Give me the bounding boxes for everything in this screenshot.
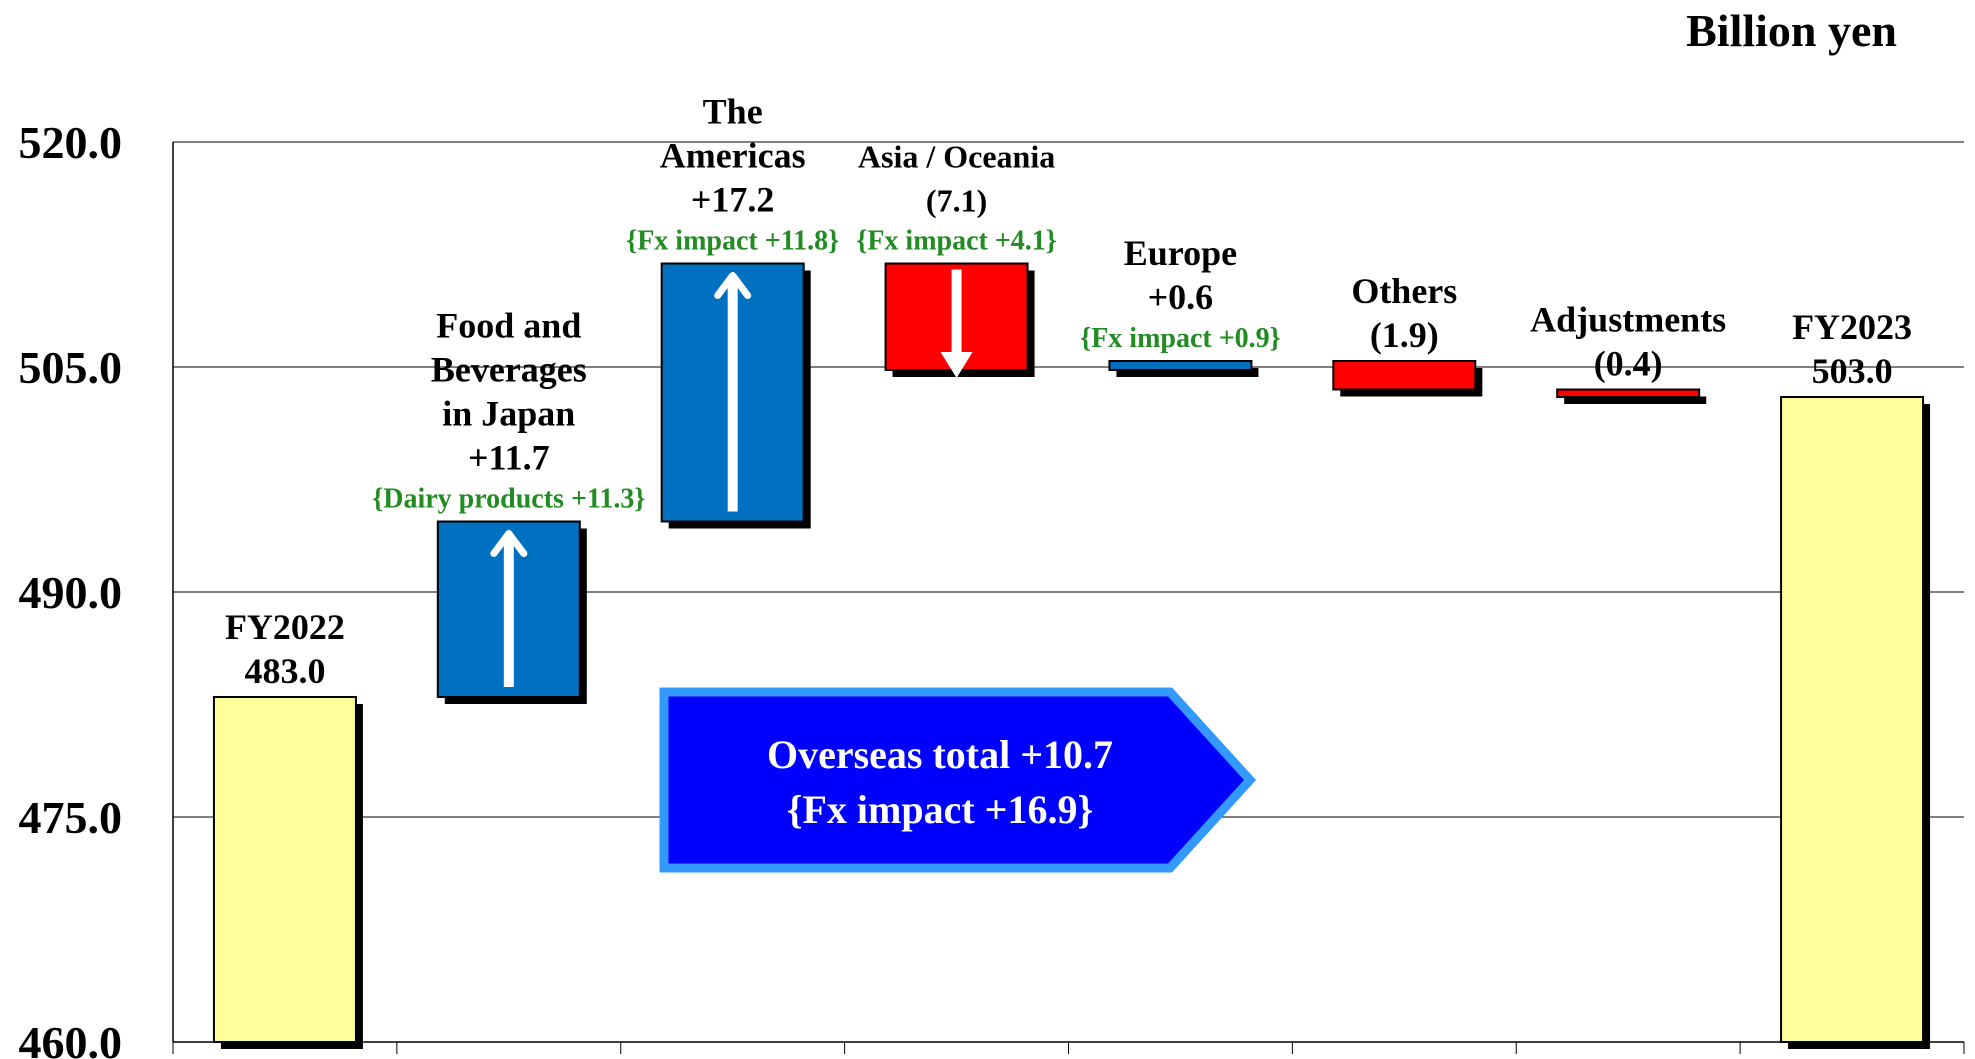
increase-arrow-head	[714, 272, 752, 299]
bar-label: FY2022	[225, 607, 345, 647]
bar-label: Food and	[436, 306, 581, 346]
y-tick-label: 490.0	[19, 567, 123, 618]
bar-label: Others	[1351, 271, 1457, 311]
bar	[1332, 360, 1477, 391]
bar	[1780, 396, 1925, 1043]
bar-label: +0.6	[1148, 277, 1214, 317]
bar-label: (0.4)	[1594, 344, 1663, 384]
bar-label: in Japan	[442, 394, 575, 434]
bar	[212, 696, 357, 1043]
bar-label: 503.0	[1812, 351, 1893, 391]
bar-label: Beverages	[431, 350, 587, 390]
bar-shadow	[1564, 396, 1707, 404]
bar-label: The	[703, 92, 763, 132]
y-tick-label: 520.0	[19, 117, 123, 168]
bar-label: (7.1)	[926, 183, 987, 219]
increase-arrow-head	[490, 530, 528, 557]
callout-line-1: Overseas total +10.7	[767, 732, 1113, 777]
y-tick-label: 460.0	[19, 1017, 123, 1059]
bar-label: Europe	[1124, 233, 1237, 273]
bar-label: +17.2	[691, 180, 775, 220]
bar-label: Asia / Oceania	[858, 139, 1055, 175]
bar-label: Adjustments	[1530, 300, 1726, 340]
overseas-total-callout	[659, 687, 1257, 873]
callout-line-2: {Fx impact +16.9}	[787, 787, 1094, 832]
y-tick-label: 475.0	[19, 792, 123, 843]
bar-label: FY2023	[1792, 307, 1912, 347]
bar-shadow	[1116, 368, 1259, 377]
bar-note: {Dairy products +11.3}	[372, 484, 645, 515]
bar-note: {Fx impact +11.8}	[626, 226, 839, 257]
bar-note: {Fx impact +0.9}	[1080, 323, 1281, 354]
bar-label: (1.9)	[1370, 315, 1439, 355]
y-tick-label: 505.0	[19, 342, 123, 393]
bar-label: +11.7	[468, 438, 550, 478]
unit-label: Billion yen	[1686, 5, 1897, 56]
bar-label: Americas	[660, 136, 806, 176]
bar-note: {Fx impact +4.1}	[856, 226, 1057, 257]
bar	[1108, 360, 1253, 371]
bar	[1556, 388, 1701, 398]
bar-label: 483.0	[244, 651, 325, 691]
decrease-arrow-head	[940, 352, 973, 378]
